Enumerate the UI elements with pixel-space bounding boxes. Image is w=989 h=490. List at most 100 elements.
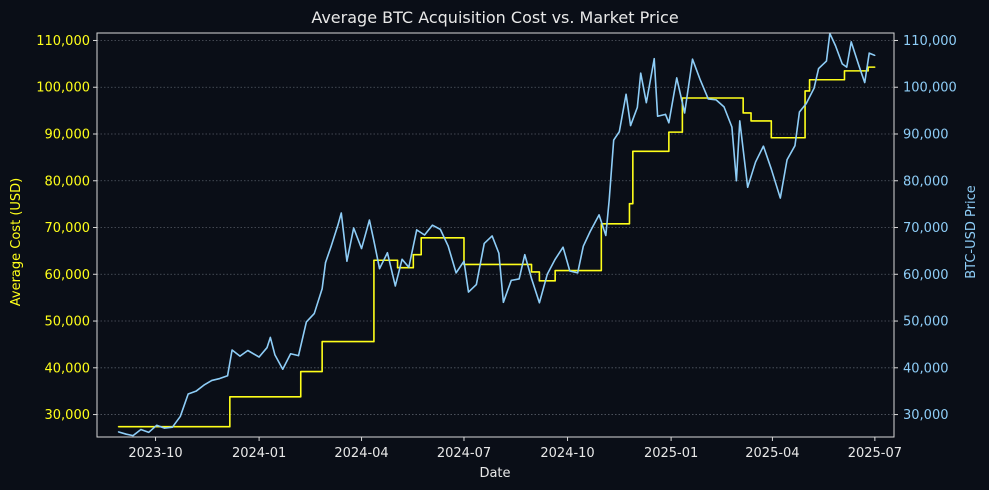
btc-price-point <box>163 427 166 429</box>
btc-price-point <box>274 354 276 356</box>
btc-price-point <box>779 197 781 199</box>
btc-price-point <box>211 379 213 382</box>
btc-price-point <box>629 124 632 127</box>
right-y-tick-label: 30,000 <box>903 408 949 423</box>
average-cost-point <box>742 112 744 114</box>
x-tick-label: 2024-01 <box>232 446 286 461</box>
btc-price-point <box>203 384 205 386</box>
btc-price-point <box>378 268 381 270</box>
btc-price-point <box>640 72 642 74</box>
btc-price-point <box>636 106 638 108</box>
btc-price-point <box>841 63 843 65</box>
btc-price-point <box>754 161 757 163</box>
btc-price-point <box>313 312 315 315</box>
btc-price-point <box>813 87 815 89</box>
left-y-axis-label: Average Cost (USD) <box>9 178 24 306</box>
btc-price-point <box>179 415 181 418</box>
btc-price-point <box>538 302 541 304</box>
average-cost-point <box>874 66 876 68</box>
btc-price-point <box>447 245 449 247</box>
average-cost-point <box>750 112 752 114</box>
right-y-tick-label: 100,000 <box>903 81 957 96</box>
x-tick-label: 2023-10 <box>128 446 182 461</box>
average-cost-point <box>396 267 399 269</box>
average-cost-point <box>668 150 670 152</box>
btc-price-point <box>676 77 678 79</box>
btc-price-point <box>846 66 848 68</box>
btc-price-point <box>373 240 375 242</box>
btc-price-point <box>530 277 533 280</box>
btc-price-point <box>290 353 292 355</box>
average-cost-point <box>321 370 323 373</box>
btc-price-point <box>340 212 342 214</box>
right-y-tick-label: 110,000 <box>903 34 957 49</box>
average-cost-point <box>628 203 631 205</box>
btc-price-point <box>786 159 788 161</box>
btc-price-point <box>282 368 284 370</box>
right-y-tick-label: 60,000 <box>903 268 949 283</box>
average-cost-point <box>628 223 631 225</box>
btc-price-point <box>739 120 741 122</box>
btc-price-point <box>707 98 709 100</box>
btc-price-point <box>805 103 807 105</box>
btc-price-point <box>132 435 134 437</box>
average-cost-point <box>750 120 752 122</box>
average-cost-point <box>808 79 811 81</box>
btc-price-point <box>386 252 389 254</box>
btc-price-point <box>735 180 738 182</box>
left-y-tick-label: 30,000 <box>45 408 91 423</box>
average-cost-point <box>463 237 465 239</box>
btc-price-point <box>554 258 556 260</box>
btc-price-point <box>231 349 233 351</box>
btc-price-point <box>794 145 796 147</box>
left-y-tick-label: 110,000 <box>36 34 90 49</box>
left-y-tick-label: 40,000 <box>45 361 91 376</box>
average-cost-point <box>804 90 806 92</box>
btc-price-point <box>258 356 260 358</box>
x-axis-label: Date <box>479 466 510 481</box>
btc-price-point <box>297 355 300 357</box>
btc-price-point <box>394 285 396 287</box>
btc-price-point <box>598 214 600 216</box>
average-cost-point <box>229 396 231 398</box>
average-cost-point <box>300 370 302 373</box>
btc-price-point <box>324 261 327 264</box>
btc-price-line <box>118 32 876 437</box>
x-tick-label: 2024-10 <box>540 446 594 461</box>
average-cost-point <box>229 426 231 428</box>
average-cost-point <box>770 137 772 139</box>
average-cost-point <box>554 280 556 282</box>
btc-price-point <box>502 301 504 303</box>
x-tick-label: 2024-07 <box>437 446 491 461</box>
average-cost-point <box>632 203 634 205</box>
right-y-tick-label: 90,000 <box>903 128 949 143</box>
btc-price-point <box>850 41 852 43</box>
average-cost-line <box>118 66 875 428</box>
btc-price-point <box>589 231 591 233</box>
btc-price-point <box>148 431 150 433</box>
btc-price-point <box>858 65 860 67</box>
plot-frame <box>96 32 895 438</box>
right-y-tick-label: 70,000 <box>903 221 949 236</box>
btc-price-point <box>239 355 241 357</box>
btc-price-point <box>625 93 627 95</box>
average-cost-point <box>808 90 811 92</box>
btc-price-point <box>156 424 158 426</box>
btc-price-point <box>747 186 749 188</box>
btc-price-point <box>423 234 426 236</box>
average-cost-point <box>681 131 683 133</box>
btc-price-point <box>346 260 348 262</box>
btc-price-point <box>518 278 520 280</box>
average-cost-point <box>600 269 602 272</box>
btc-price-point <box>524 254 526 256</box>
btc-price-point <box>731 126 733 128</box>
btc-price-point <box>798 111 801 113</box>
x-tick-label: 2025-04 <box>745 446 799 461</box>
btc-price-point <box>401 258 403 260</box>
average-cost-point <box>412 254 414 256</box>
btc-price-point <box>498 252 500 254</box>
btc-price-point <box>664 113 667 115</box>
btc-price-point <box>117 431 119 433</box>
